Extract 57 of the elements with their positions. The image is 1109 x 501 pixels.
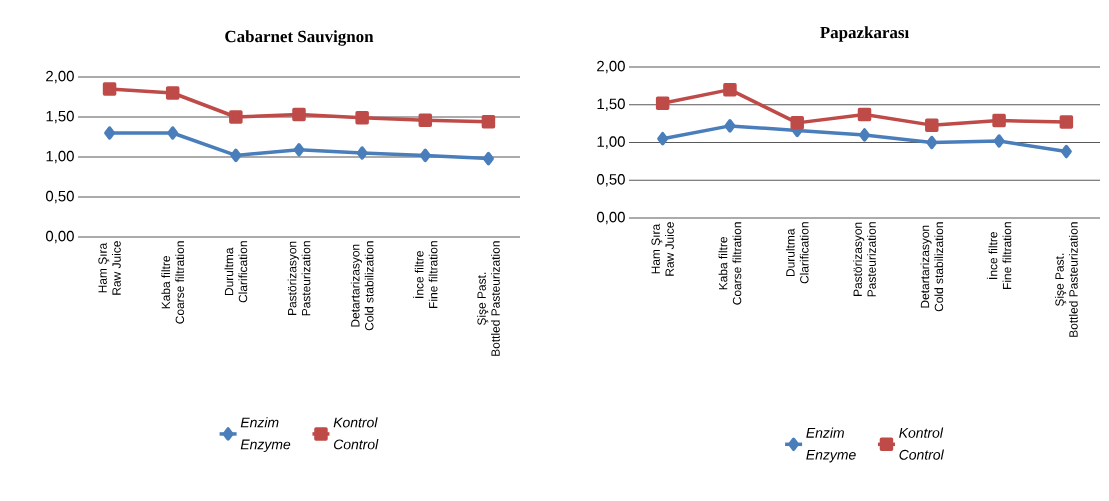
x-tick-label: Kaba filtre Coarse filtration	[718, 222, 742, 305]
point	[419, 148, 431, 163]
x-tick-label: Pastörizasyon Pasteurization	[287, 241, 311, 316]
point	[723, 82, 737, 97]
legend-label: Kontrol Control	[333, 417, 379, 450]
point	[992, 113, 1006, 128]
point	[1060, 144, 1072, 159]
point	[1059, 115, 1074, 129]
point	[925, 118, 939, 132]
legend-label: Enzim Enzyme	[240, 417, 291, 453]
y-tick-label: 0,00	[45, 230, 74, 244]
point	[356, 146, 368, 160]
point	[482, 151, 494, 166]
point	[657, 131, 669, 146]
point	[418, 113, 433, 127]
y-tick-label: 0,50	[45, 190, 74, 204]
point	[355, 111, 369, 125]
y-tick-label: 0,50	[596, 174, 625, 187]
x-tick-label: Ham Şıra Raw Juice	[98, 241, 121, 295]
y-tick-label: 1,00	[597, 136, 625, 149]
y-tick-label: 2,00	[46, 70, 74, 84]
point	[790, 116, 804, 130]
point	[230, 148, 242, 163]
point	[165, 86, 180, 100]
x-tick-label: Şişe Past. Bottled Pasteurization	[1055, 222, 1078, 337]
x-tick-label: Kaba filtre Coarse filtration	[161, 241, 185, 324]
point	[229, 110, 243, 124]
x-tick-label: Ham Şıra Raw Juice	[651, 222, 674, 276]
y-tick-label: 2,00	[597, 60, 625, 74]
legend-label: Enzim Enzyme	[806, 427, 856, 463]
x-tick-label: İnce filtre Fine filtration	[986, 222, 1012, 289]
point	[481, 115, 496, 129]
legend-label: Kontrol Control	[899, 427, 944, 460]
chart-title: Cabarnet Sauvignon	[225, 30, 374, 46]
y-tick-label: 0,00	[596, 211, 625, 225]
point	[104, 126, 116, 140]
point	[655, 96, 670, 110]
point	[859, 128, 871, 142]
x-tick-label: Şişe Past. Bottled Pasteurization	[477, 241, 500, 356]
point	[292, 107, 306, 122]
point	[724, 119, 736, 133]
x-tick-label: İnce filtre Fine filtration	[413, 241, 438, 308]
point	[993, 134, 1005, 148]
point	[926, 135, 938, 150]
x-tick-label: Pastörizasyon Pasteurization	[853, 222, 876, 297]
point	[857, 107, 872, 122]
x-tick-label: Detartarizasyon Cold stabilization	[350, 241, 374, 331]
x-tick-label: Detartarizasyon Cold stabilization	[920, 222, 944, 312]
y-tick-label: 1,50	[597, 98, 625, 111]
chart-title: Papazkarası	[820, 26, 909, 42]
x-tick-label: Durultma Clarification	[785, 222, 809, 284]
point	[293, 143, 305, 157]
x-tick-label: Durultma Clarification	[224, 241, 248, 303]
point	[167, 126, 179, 140]
point	[102, 82, 117, 96]
y-tick-label: 1,00	[46, 150, 74, 164]
y-tick-label: 1,50	[46, 110, 74, 124]
